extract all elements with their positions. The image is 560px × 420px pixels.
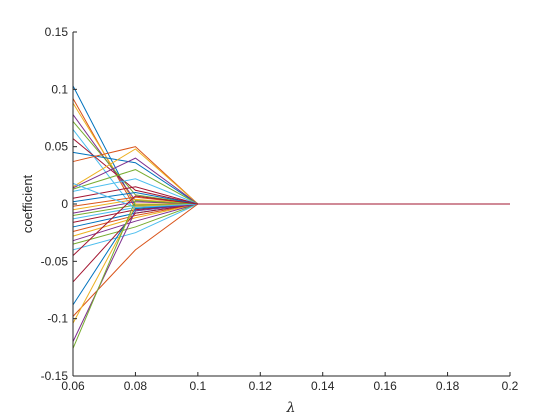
x-tick-label: 0.18	[436, 379, 460, 393]
x-ticks: 0.06 0.08 0.1 0.12 0.14 0.16 0.18 0.2	[61, 372, 519, 393]
y-tick-label: 0.05	[45, 140, 69, 154]
series-layer	[72, 85, 510, 349]
y-tick-label: 0.1	[51, 82, 68, 96]
x-tick-label: 0.16	[373, 379, 397, 393]
x-axis-label: λ	[286, 400, 296, 416]
y-tick-label: -0.15	[41, 369, 69, 383]
y-tick-label: 0.15	[45, 25, 69, 39]
x-tick-label: 0.1	[190, 379, 207, 393]
x-tick-label: 0.12	[249, 379, 273, 393]
x-tick-label: 0.08	[124, 379, 148, 393]
series-line	[72, 195, 510, 256]
x-tick-label: 0.14	[311, 379, 335, 393]
y-tick-label: -0.1	[47, 312, 68, 326]
y-tick-label: -0.05	[41, 254, 69, 268]
y-tick-label: 0	[61, 197, 68, 211]
x-tick-label: 0.2	[502, 379, 519, 393]
y-axis-label: coefficient	[20, 174, 35, 233]
y-ticks: -0.15 -0.1 -0.05 0 0.05 0.1 0.15	[41, 25, 77, 383]
x-tick-label: 0.06	[61, 379, 85, 393]
